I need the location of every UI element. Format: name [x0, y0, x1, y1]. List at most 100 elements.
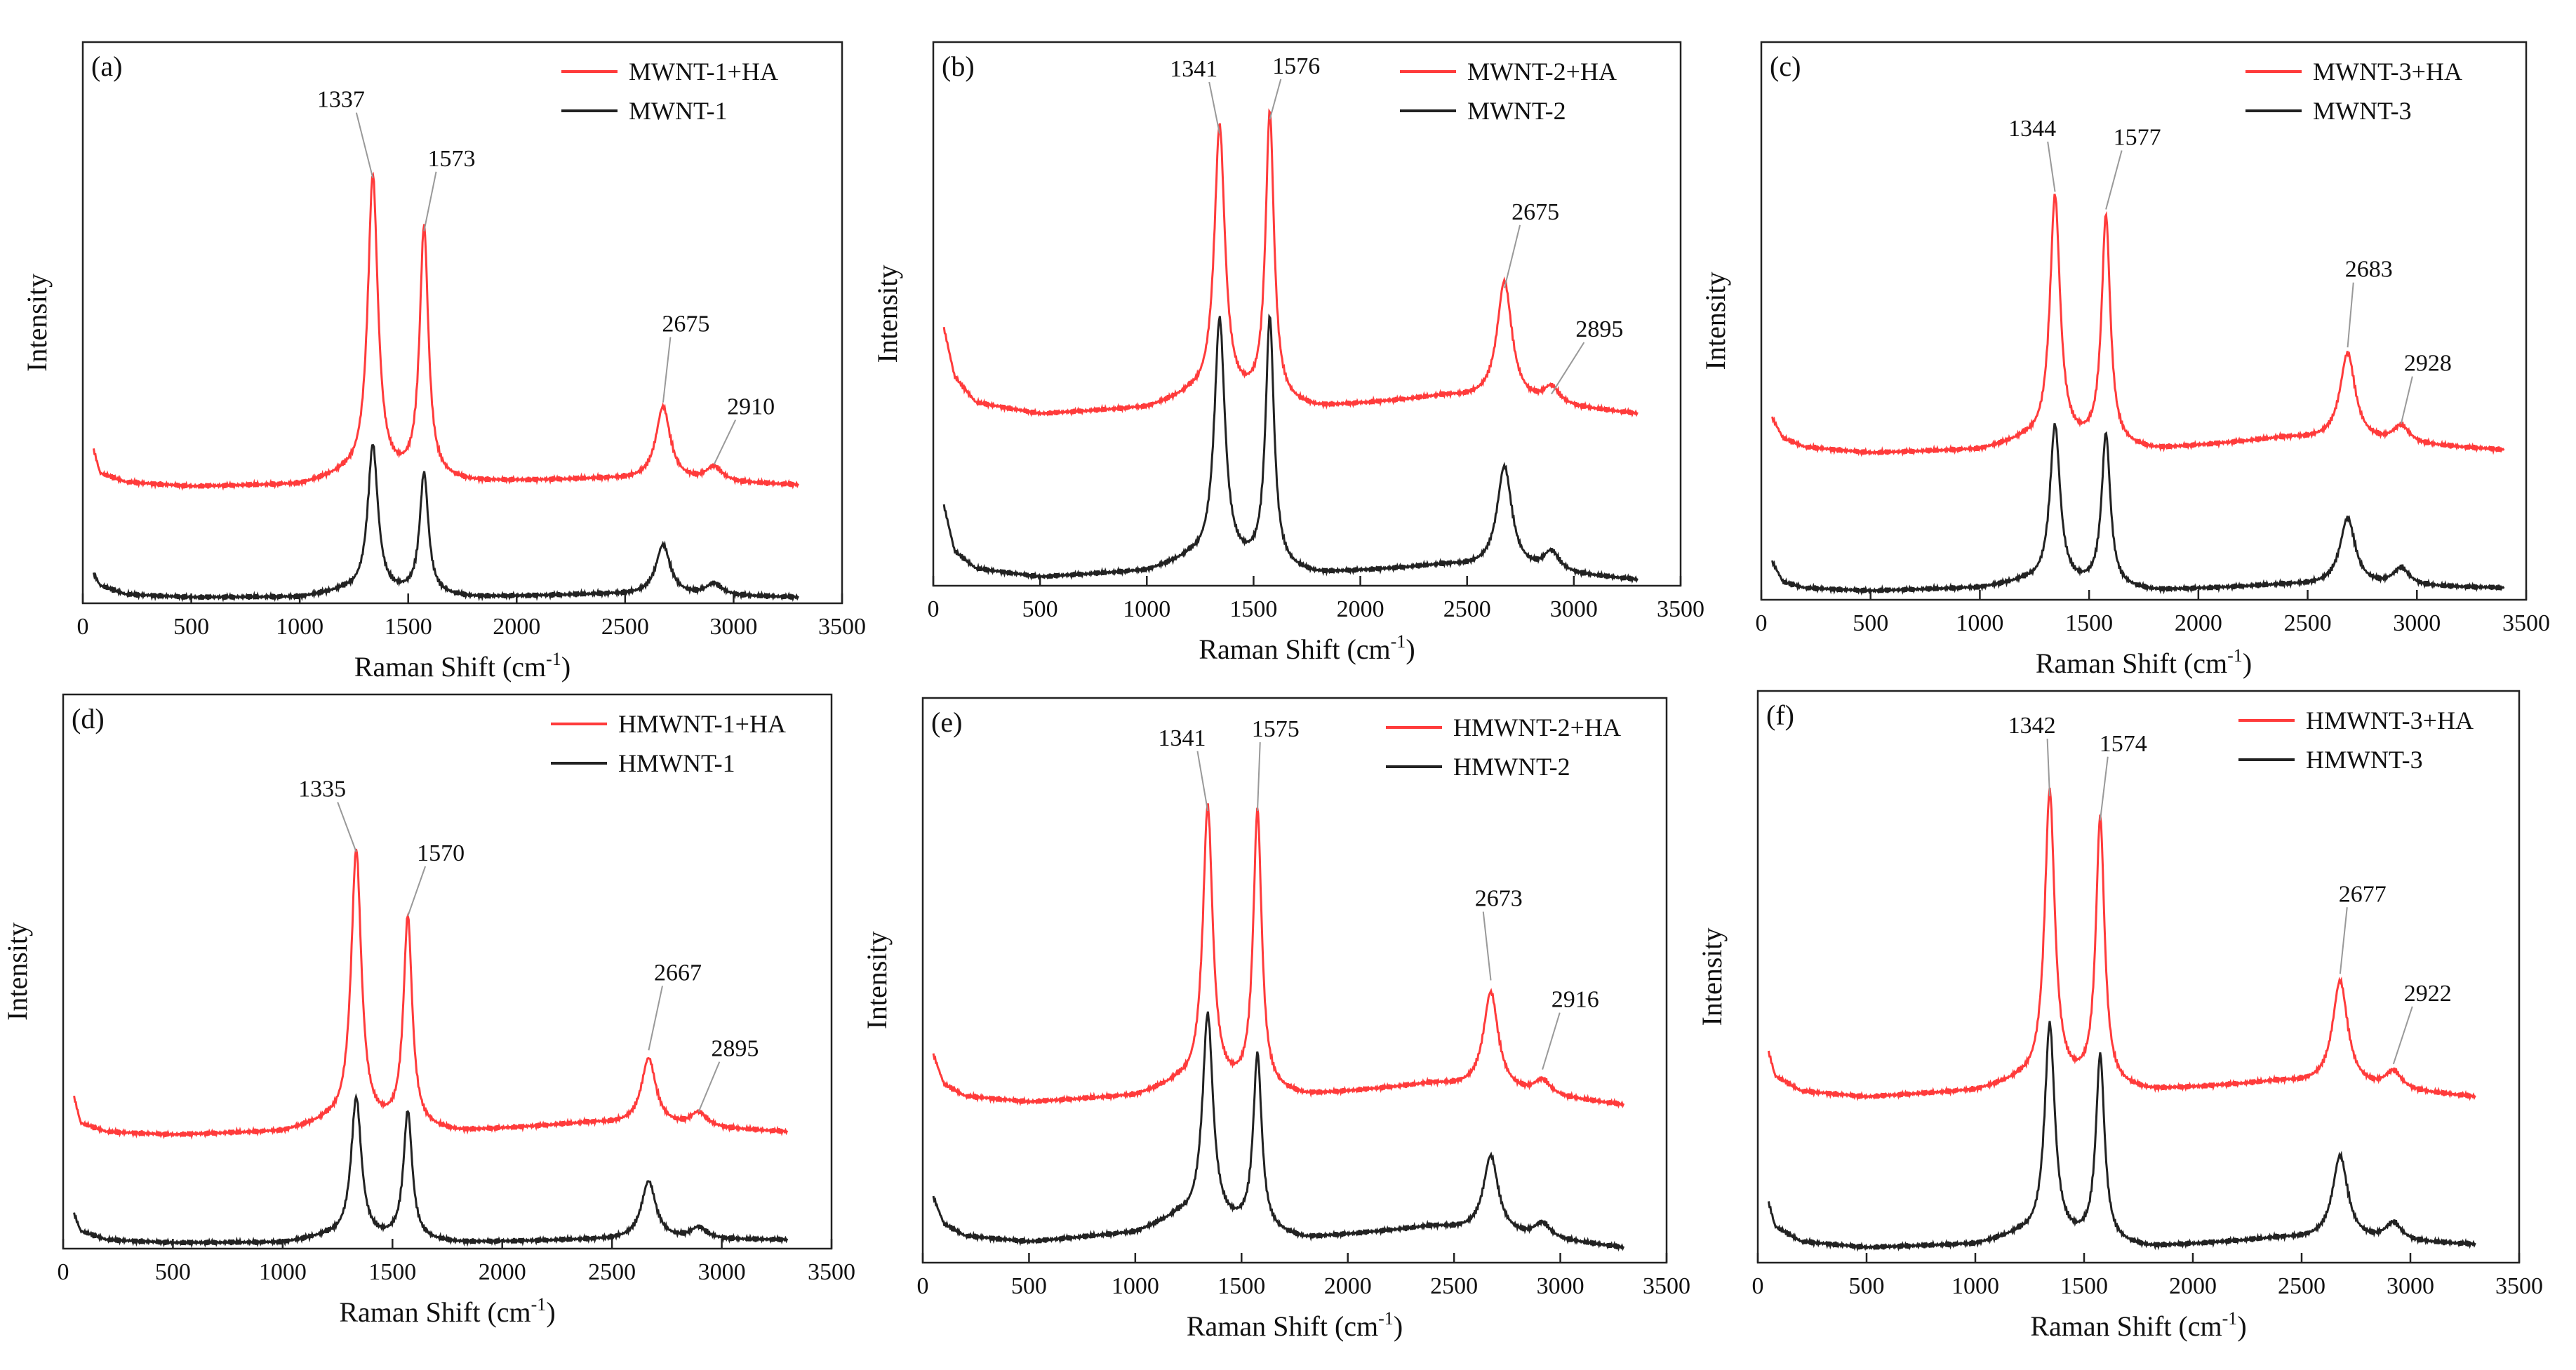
- x-tick-label: 3000: [698, 1259, 746, 1285]
- panel-label: (d): [72, 703, 105, 734]
- legend-label: HMWNT-1: [618, 749, 735, 777]
- peak-label: 2895: [1575, 316, 1623, 342]
- x-tick-label: 3000: [2387, 1273, 2434, 1299]
- peak-label: 2922: [2404, 981, 2452, 1007]
- x-tick-label: 1500: [1229, 596, 1277, 622]
- y-axis-label: Intensity: [872, 265, 903, 363]
- series-line-mwnt-3: [1771, 423, 2505, 596]
- annotation-leader: [2400, 376, 2413, 424]
- x-tick-label: 1000: [1956, 610, 2003, 636]
- series-line-hmwnt-3-ha: [1768, 787, 2476, 1101]
- x-tick-label: 1500: [1217, 1273, 1265, 1299]
- x-tick-label: 1500: [368, 1259, 416, 1285]
- x-axis-label: Raman Shift (cm-1): [2036, 645, 2252, 679]
- x-tick-label: 1000: [259, 1259, 307, 1285]
- x-tick-label: 2500: [588, 1259, 636, 1285]
- x-tick-label: 1500: [385, 614, 432, 640]
- x-tick-label: 2000: [493, 614, 540, 640]
- y-axis-label: Intensity: [1700, 272, 1731, 370]
- peak-label: 2683: [2345, 257, 2393, 283]
- annotation-leader: [2347, 282, 2354, 348]
- peak-label: 2916: [1551, 987, 1599, 1013]
- plot-frame: [1760, 41, 2528, 601]
- plot-frame: [921, 697, 1668, 1264]
- annotation-leader: [1542, 1012, 1561, 1070]
- x-tick-label: 0: [1756, 610, 1768, 636]
- series-line-mwnt-1-ha: [93, 171, 799, 491]
- annotation-leader: [423, 171, 437, 231]
- x-tick-label: 500: [1849, 1273, 1885, 1299]
- panel-label: (e): [931, 706, 962, 738]
- annotation-leader: [1503, 224, 1521, 289]
- chart-panel-a: 0 500 1000 1500 2000 2500 3000 3500 Raman Shift …: [21, 41, 866, 683]
- x-tick-label: 2500: [2284, 610, 2332, 636]
- plot-frame: [81, 41, 843, 605]
- x-tick-label: 3500: [1657, 596, 1704, 622]
- peak-label: 1575: [1252, 716, 1300, 742]
- peak-label: 2895: [711, 1036, 759, 1062]
- series-line-hmwnt-3: [1768, 1021, 2476, 1252]
- series-line-hmwnt-2: [932, 1011, 1625, 1252]
- x-tick-label: 500: [155, 1259, 191, 1285]
- x-tick-label: 2000: [2175, 610, 2222, 636]
- x-tick-label: 3500: [2502, 610, 2550, 636]
- panel-label: (c): [1770, 51, 1801, 82]
- peak-label: 2675: [1511, 199, 1559, 225]
- plot-frame: [932, 41, 1682, 587]
- series-line-mwnt-2-ha: [942, 108, 1639, 418]
- x-tick-label: 3000: [2393, 610, 2441, 636]
- x-tick-label: 2000: [2169, 1273, 2217, 1299]
- peak-label: 1570: [417, 840, 465, 866]
- annotation-leader: [1208, 81, 1221, 134]
- x-tick-label: 1000: [276, 614, 323, 640]
- x-tick-label: 500: [173, 614, 209, 640]
- series-line-hmwnt-1-ha: [73, 848, 789, 1140]
- chart-panel-b: 0 500 1000 1500 2000 2500 3000 3500 Raman Shift …: [872, 41, 1704, 665]
- x-tick-label: 2500: [1443, 596, 1491, 622]
- annotation-leader: [648, 986, 663, 1051]
- annotation-leader: [1196, 751, 1209, 812]
- peak-label: 1341: [1170, 56, 1217, 82]
- y-axis-label: Intensity: [861, 932, 893, 1030]
- legend-label: HMWNT-2: [1453, 753, 1570, 781]
- annotation-leader: [407, 866, 427, 917]
- x-tick-label: 3500: [808, 1259, 855, 1285]
- peak-label: 1335: [298, 777, 346, 802]
- peak-label: 1341: [1158, 725, 1206, 751]
- x-tick-label: 3000: [1537, 1273, 1584, 1299]
- x-tick-label: 2000: [1324, 1273, 1372, 1299]
- annotation-leader: [2046, 739, 2051, 797]
- series-line-mwnt-2: [942, 314, 1639, 584]
- annotation-leader: [698, 1061, 721, 1112]
- peak-label: 1576: [1272, 53, 1320, 79]
- legend-label: MWNT-3: [2313, 97, 2412, 125]
- legend-label: HMWNT-2+HA: [1453, 713, 1621, 741]
- annotation-leader: [1257, 742, 1261, 812]
- annotation-leader: [713, 419, 737, 465]
- series-line-hmwnt-2-ha: [932, 803, 1625, 1109]
- panel-label: (f): [1766, 699, 1794, 731]
- y-axis-label: Intensity: [21, 274, 53, 372]
- x-tick-label: 0: [917, 1273, 929, 1299]
- x-tick-label: 500: [1011, 1273, 1047, 1299]
- y-axis-label: Intensity: [1, 922, 33, 1021]
- x-axis-label: Raman Shift (cm-1): [2030, 1308, 2246, 1342]
- annotation-leader: [662, 337, 672, 403]
- annotation-leader: [2099, 756, 2109, 821]
- peak-label: 1342: [2008, 713, 2056, 739]
- legend-label: HMWNT-1+HA: [618, 710, 786, 738]
- x-tick-label: 1000: [1123, 596, 1170, 622]
- x-tick-label: 2000: [1337, 596, 1384, 622]
- panel-label: (b): [942, 51, 975, 82]
- peak-label: 2675: [662, 311, 709, 337]
- legend-label: MWNT-3+HA: [2313, 58, 2462, 86]
- peak-label: 1573: [428, 146, 476, 172]
- x-axis-label: Raman Shift (cm-1): [354, 649, 570, 683]
- annotation-leader: [1269, 79, 1282, 120]
- x-tick-label: 1000: [1951, 1273, 1999, 1299]
- legend-label: MWNT-2+HA: [1467, 58, 1617, 86]
- chart-panel-c: 0 500 1000 1500 2000 2500 3000 3500 Raman Shift …: [1700, 41, 2550, 679]
- panel-label: (a): [91, 51, 122, 82]
- peak-label: 1577: [2114, 124, 2161, 150]
- legend-label: MWNT-2: [1467, 97, 1566, 125]
